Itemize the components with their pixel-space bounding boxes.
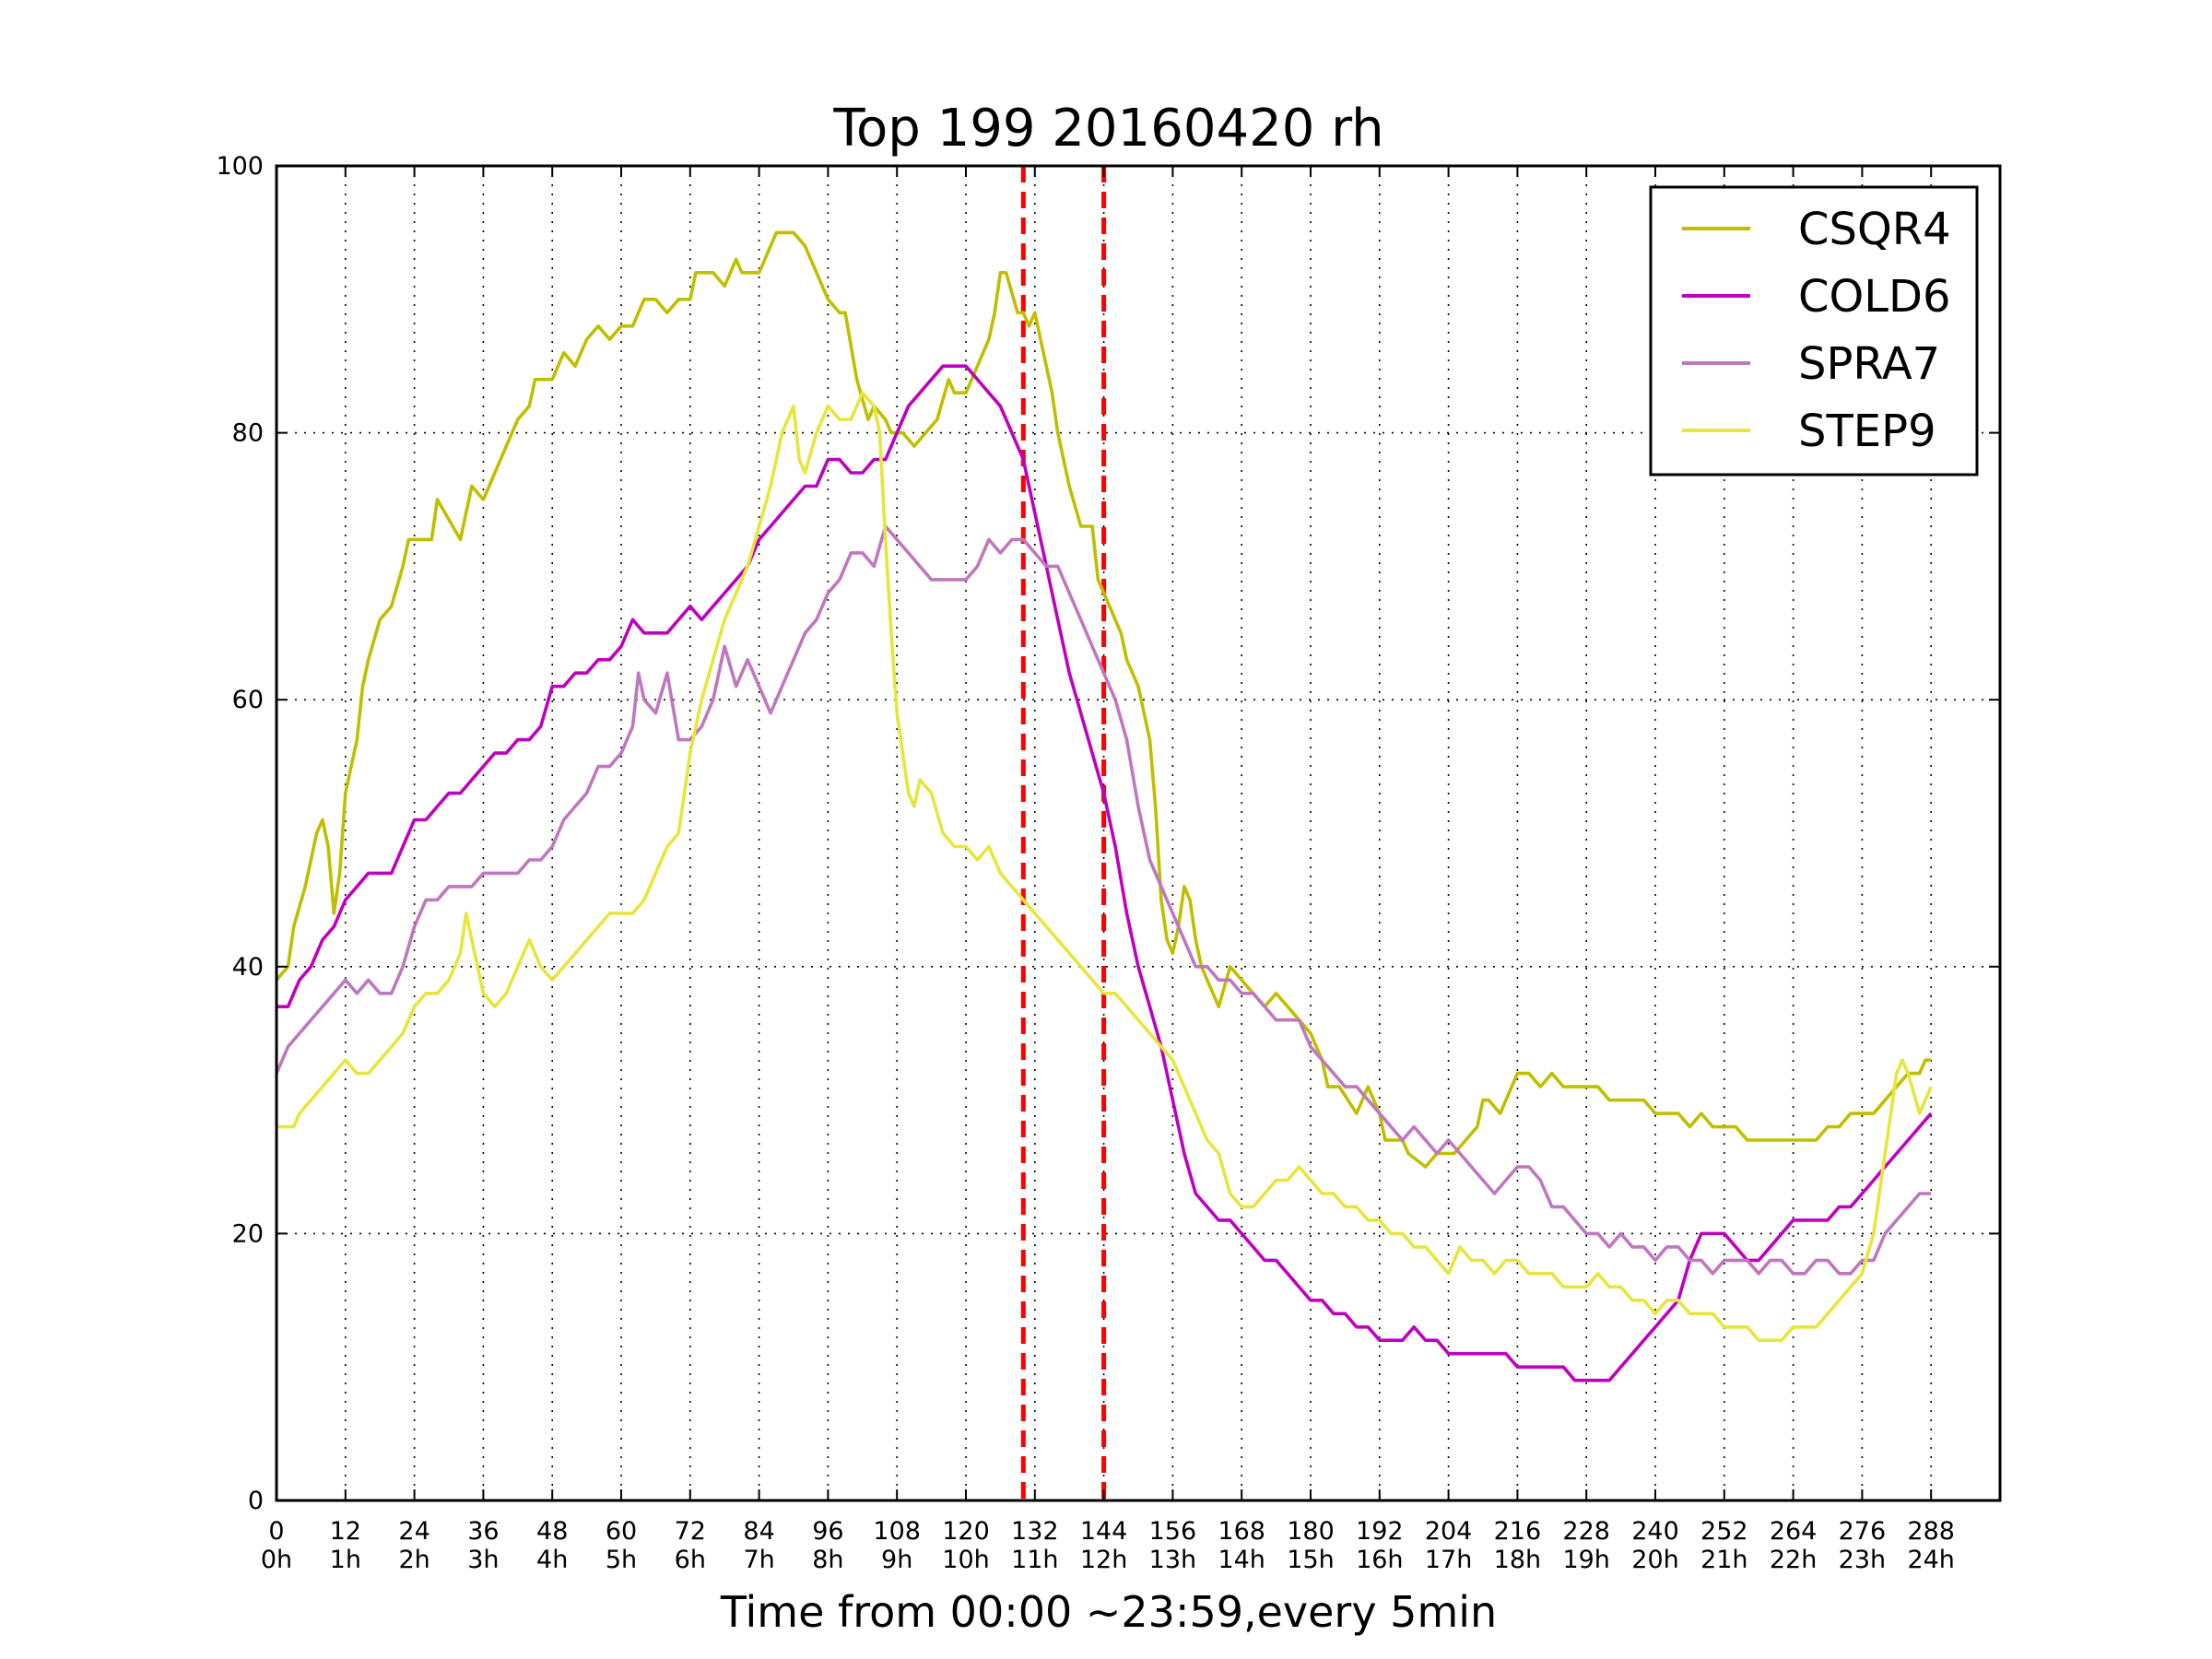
x-tick-label: 12 [330, 1517, 361, 1546]
x-axis-label: Time from 00:00 ~23:59,every 5min [720, 1587, 1497, 1637]
x-tick-sublabel: 14h [1218, 1546, 1265, 1574]
series-line-spra7 [275, 524, 1932, 1276]
x-tick-label: 48 [536, 1517, 568, 1546]
x-tick-sublabel: 10h [942, 1546, 989, 1574]
x-tick-label: 240 [1631, 1517, 1679, 1546]
x-tick-sublabel: 4h [536, 1546, 568, 1574]
x-tick-label: 0 [268, 1517, 284, 1546]
legend-label: STEP9 [1798, 406, 1936, 457]
x-tick-label: 120 [942, 1517, 990, 1546]
legend-label: COLD6 [1798, 271, 1951, 323]
series-line-csqr4 [275, 230, 1932, 1169]
x-tick-label: 24 [398, 1517, 429, 1546]
x-tick-sublabel: 22h [1770, 1546, 1817, 1574]
x-tick-label: 36 [467, 1517, 499, 1546]
x-tick-label: 144 [1080, 1517, 1128, 1546]
x-tick-sublabel: 6h [675, 1546, 706, 1574]
x-tick-label: 216 [1494, 1517, 1542, 1546]
x-tick-label: 192 [1356, 1517, 1404, 1546]
x-tick-sublabel: 7h [743, 1546, 774, 1574]
x-tick-sublabel: 15h [1287, 1546, 1334, 1574]
y-tick-label: 100 [216, 152, 264, 181]
series-line-step9 [276, 391, 1933, 1342]
x-tick-label: 252 [1700, 1517, 1748, 1546]
series-lines [275, 230, 1933, 1382]
x-tick-label: 96 [812, 1517, 843, 1546]
x-tick-sublabel: 13h [1149, 1546, 1196, 1574]
x-tick-sublabel: 8h [812, 1546, 843, 1574]
x-tick-label: 156 [1149, 1517, 1197, 1546]
legend-label: CSQR4 [1798, 204, 1951, 255]
x-tick-sublabel: 2h [398, 1546, 429, 1574]
x-tick-label: 72 [675, 1517, 706, 1546]
x-tick-sublabel: 21h [1700, 1546, 1747, 1574]
vertical-markers [1020, 166, 1107, 1500]
y-tick-label: 0 [248, 1487, 264, 1515]
x-tick-sublabel: 20h [1631, 1546, 1678, 1574]
y-tick-label: 80 [232, 419, 264, 448]
x-tick-label: 60 [606, 1517, 637, 1546]
x-tick-label: 108 [873, 1517, 921, 1546]
x-tick-sublabel: 1h [330, 1546, 361, 1574]
y-tick-label: 20 [232, 1219, 264, 1248]
x-tick-sublabel: 16h [1356, 1546, 1403, 1574]
x-tick-sublabel: 3h [467, 1546, 499, 1574]
y-tick-label: 40 [232, 953, 264, 982]
x-tick-label: 84 [743, 1517, 774, 1546]
plot-frame [275, 164, 2002, 1502]
x-tick-sublabel: 23h [1839, 1546, 1886, 1574]
legend: CSQR4 COLD6 SPRA7 STEP9 [1649, 185, 1979, 477]
x-tick-sublabel: 19h [1562, 1546, 1609, 1574]
x-tick-label: 276 [1839, 1517, 1887, 1546]
axis-ticks: 00h121h242h363h484h605h726h847h968h1089h… [216, 152, 2000, 1574]
x-tick-sublabel: 0h [261, 1546, 292, 1574]
x-tick-sublabel: 11h [1011, 1546, 1058, 1574]
x-tick-sublabel: 12h [1080, 1546, 1127, 1574]
legend-label: SPRA7 [1798, 338, 1940, 390]
x-tick-sublabel: 18h [1494, 1546, 1541, 1574]
x-tick-label: 228 [1562, 1517, 1610, 1546]
x-tick-label: 204 [1425, 1517, 1473, 1546]
x-tick-label: 264 [1770, 1517, 1818, 1546]
x-tick-label: 132 [1011, 1517, 1059, 1546]
x-tick-sublabel: 5h [606, 1546, 637, 1574]
x-tick-label: 180 [1287, 1517, 1335, 1546]
y-tick-label: 60 [232, 686, 264, 714]
x-tick-sublabel: 9h [881, 1546, 912, 1574]
x-tick-sublabel: 17h [1425, 1546, 1472, 1574]
x-tick-sublabel: 24h [1907, 1546, 1954, 1574]
series-line-cold6 [276, 364, 1933, 1382]
legend-box [1649, 185, 1979, 477]
chart-title: Top 199 20160420 rh [832, 99, 1383, 159]
x-tick-label: 168 [1218, 1517, 1265, 1546]
x-tick-label: 288 [1907, 1517, 1955, 1546]
